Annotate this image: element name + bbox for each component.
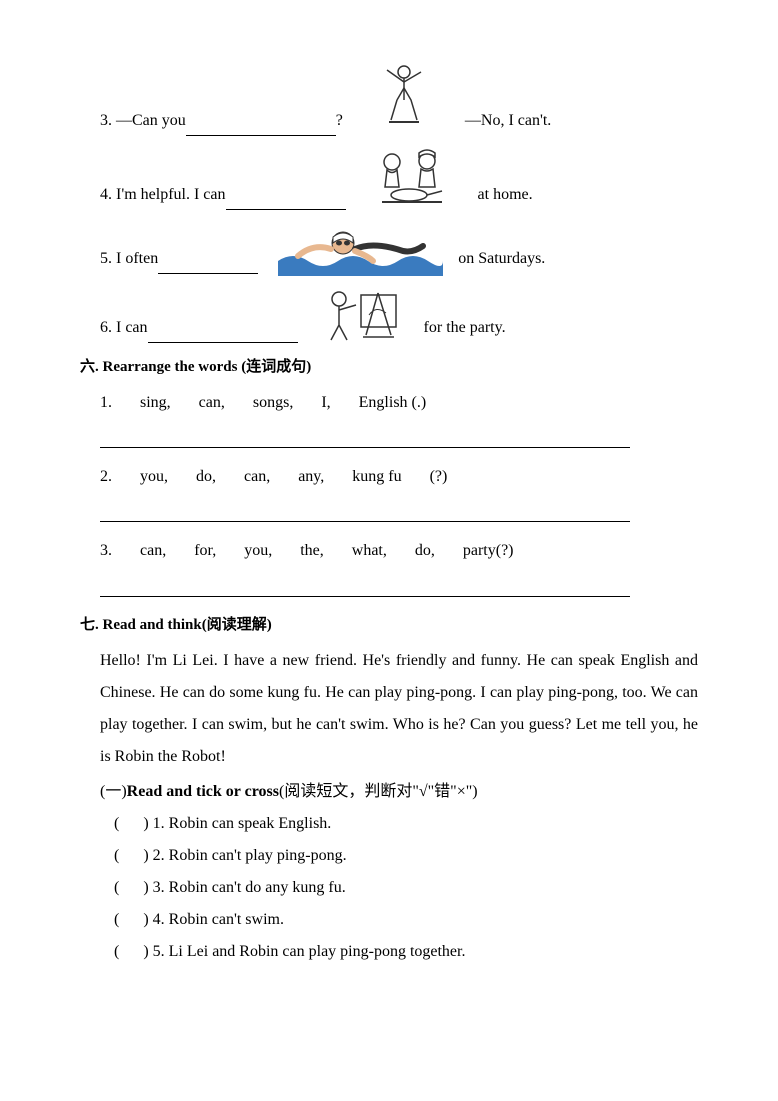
- r3-w1: for,: [194, 542, 216, 559]
- tf3-paren[interactable]: ( ): [114, 879, 153, 896]
- q3-answer: —No, I can't.: [465, 106, 551, 136]
- fill-q4: 4. I'm helpful. I can at home.: [80, 144, 698, 210]
- r1-n: 1.: [100, 394, 112, 411]
- tf5-paren[interactable]: ( ): [114, 943, 153, 960]
- tf4-paren[interactable]: ( ): [114, 911, 153, 928]
- rearrange-2-answer[interactable]: [100, 498, 630, 522]
- r3-w5: do,: [415, 542, 435, 559]
- kungfu-icon: [349, 60, 459, 140]
- r2-n: 2.: [100, 468, 112, 485]
- subtitle-bold: Read and tick or cross: [127, 783, 279, 800]
- q5-suffix: on Saturdays.: [458, 244, 545, 274]
- r1-w0: sing,: [140, 394, 171, 411]
- tf-1: ( ) 1. Robin can speak English.: [80, 808, 698, 840]
- r2-w3: any,: [298, 468, 324, 485]
- q5-prefix: 5. I often: [100, 244, 158, 274]
- r3-n: 3.: [100, 542, 112, 559]
- r1-w2: songs,: [253, 394, 293, 411]
- rearrange-3-answer[interactable]: [100, 573, 630, 597]
- r2-w2: can,: [244, 468, 270, 485]
- q6-blank[interactable]: [148, 325, 298, 343]
- section7-passage: Hello! I'm Li Lei. I have a new friend. …: [80, 645, 698, 773]
- rearrange-1-answer[interactable]: [100, 424, 630, 448]
- tf2-text: 2. Robin can't play ping-pong.: [153, 847, 347, 864]
- subtitle-prefix: (一): [100, 783, 127, 800]
- cook-icon: [352, 144, 472, 214]
- r3-w4: what,: [352, 542, 387, 559]
- section7-title: 七. Read and think(阅读理解): [80, 611, 698, 640]
- r1-w3: I,: [321, 394, 330, 411]
- fill-q3: 3. —Can you ? —No, I can't.: [80, 60, 698, 136]
- q6-suffix: for the party.: [424, 313, 506, 343]
- draw-icon: [306, 282, 416, 347]
- tf5-text: 5. Li Lei and Robin can play ping-pong t…: [153, 943, 466, 960]
- subtitle-rest: (阅读短文，判断对"√"错"×"): [279, 783, 478, 800]
- q3-blank[interactable]: [186, 118, 336, 136]
- q4-suffix: at home.: [478, 180, 533, 210]
- r2-w1: do,: [196, 468, 216, 485]
- rearrange-2: 2. you, do, can, any, kung fu (?): [80, 462, 698, 492]
- q3-prefix: 3. —Can you: [100, 106, 186, 136]
- q3-suffix: ?: [336, 106, 343, 136]
- tf-2: ( ) 2. Robin can't play ping-pong.: [80, 840, 698, 872]
- section7-subtitle: (一)Read and tick or cross(阅读短文，判断对"√"错"×…: [80, 777, 698, 807]
- rearrange-3: 3. can, for, you, the, what, do, party(?…: [80, 536, 698, 566]
- swim-icon: [268, 218, 448, 278]
- r3-w2: you,: [244, 542, 272, 559]
- r3-w6: party(?): [463, 542, 514, 559]
- tf3-text: 3. Robin can't do any kung fu.: [153, 879, 346, 896]
- rearrange-1: 1. sing, can, songs, I, English (.): [80, 388, 698, 418]
- r3-w0: can,: [140, 542, 166, 559]
- q4-blank[interactable]: [226, 192, 346, 210]
- r3-w3: the,: [300, 542, 324, 559]
- tf2-paren[interactable]: ( ): [114, 847, 153, 864]
- section6-title: 六. Rearrange the words (连词成句): [80, 353, 698, 382]
- r2-w5: (?): [430, 468, 448, 485]
- r2-w0: you,: [140, 468, 168, 485]
- tf-3: ( ) 3. Robin can't do any kung fu.: [80, 872, 698, 904]
- r2-w4: kung fu: [352, 468, 401, 485]
- tf1-paren[interactable]: ( ): [114, 815, 153, 832]
- tf4-text: 4. Robin can't swim.: [153, 911, 284, 928]
- fill-q5: 5. I often on Saturdays.: [80, 218, 698, 274]
- q4-prefix: 4. I'm helpful. I can: [100, 180, 226, 210]
- tf-5: ( ) 5. Li Lei and Robin can play ping-po…: [80, 936, 698, 968]
- q5-blank[interactable]: [158, 256, 258, 274]
- fill-q6: 6. I can for the party.: [80, 282, 698, 343]
- r1-w1: can,: [199, 394, 225, 411]
- tf1-text: 1. Robin can speak English.: [153, 815, 332, 832]
- q6-prefix: 6. I can: [100, 313, 148, 343]
- r1-w4: English (.): [359, 394, 427, 411]
- tf-4: ( ) 4. Robin can't swim.: [80, 904, 698, 936]
